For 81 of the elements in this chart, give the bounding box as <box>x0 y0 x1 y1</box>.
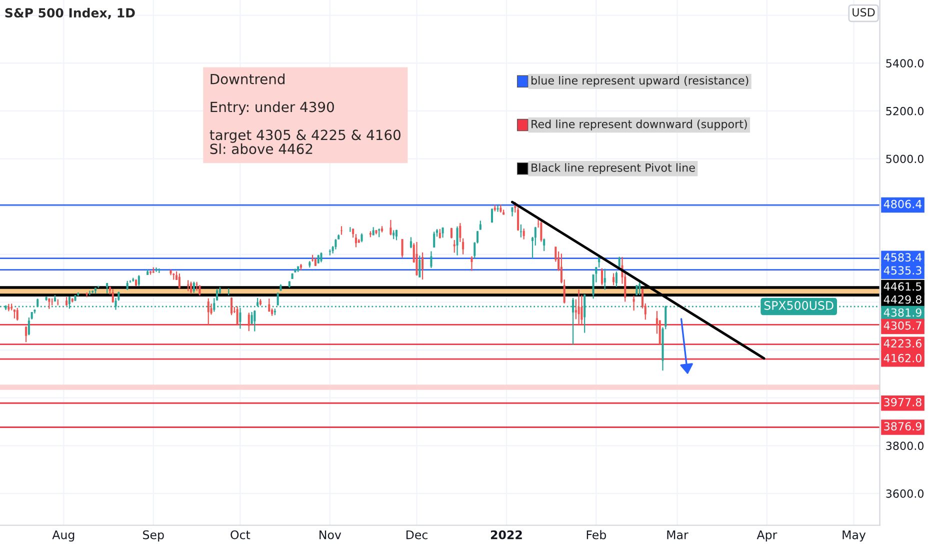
text: S&P 500 Index, 1D <box>5 8 135 20</box>
annotation: SPX500USD <box>764 301 834 310</box>
candlestick <box>459 222 462 242</box>
x-tick-label: Nov <box>320 530 342 540</box>
candlestick <box>192 281 195 294</box>
candlestick <box>543 238 546 252</box>
annotation: blue line represent upward (resistance) <box>532 76 748 87</box>
candlestick <box>604 268 606 290</box>
candlestick <box>236 306 238 326</box>
y-tick-label: 5400.0 <box>886 59 924 68</box>
candlestick <box>16 307 18 322</box>
candlestick <box>638 280 641 296</box>
y-tick-label: 5000.0 <box>886 154 924 164</box>
candlestick <box>456 226 458 256</box>
candlestick <box>25 326 28 343</box>
x-tick-label: Apr <box>756 530 778 542</box>
candlestick <box>479 220 482 230</box>
candlestick <box>470 256 473 272</box>
candlestick <box>248 312 250 332</box>
candlestick <box>574 298 577 320</box>
candlestick <box>433 231 436 248</box>
candlestick <box>268 298 270 312</box>
candlestick <box>320 252 322 263</box>
candlestick <box>496 204 499 212</box>
candlestick <box>540 219 542 242</box>
y-tick-label: 5200.0 <box>886 106 924 116</box>
x-tick-label: 2022 <box>490 530 522 540</box>
candlestick <box>207 298 210 326</box>
ref-line-label: 4461.5 <box>884 282 922 291</box>
candlestick <box>178 272 180 290</box>
candlestick <box>112 288 114 304</box>
candlestick <box>462 238 464 255</box>
candlestick <box>334 238 337 250</box>
y-axis-title: USD <box>852 8 875 16</box>
candlestick <box>390 219 392 236</box>
ref-line-label: 3876.9 <box>884 422 922 430</box>
candlestick <box>198 284 201 296</box>
candlestick <box>578 288 580 326</box>
candlestick <box>612 272 615 286</box>
candlestick <box>401 238 404 258</box>
candlestick <box>522 228 525 240</box>
candlestick <box>592 274 594 300</box>
ref-line-label: 4305.7 <box>884 321 922 330</box>
text: Downtrend Entry: under 4390 target 4305 & 4225 & 4160 Sl: above 4462 <box>210 74 400 154</box>
y-tick-label: 3600.0 <box>886 489 924 498</box>
ref-line-label: 4223.6 <box>884 339 922 348</box>
ref-line-label: 4381.9 <box>884 308 922 317</box>
candlestick <box>138 274 140 286</box>
ref-line-label: 4429.8 <box>884 295 922 304</box>
candlestick <box>190 281 192 294</box>
ref-line-label: 4583.4 <box>884 253 922 262</box>
x-tick-label: Mar <box>667 530 688 540</box>
ref-line-label: 4535.3 <box>884 266 922 275</box>
candlestick <box>615 271 618 288</box>
candlestick <box>230 296 233 316</box>
candlestick <box>422 252 424 280</box>
x-tick-label: May <box>842 530 866 542</box>
ref-line-label: 4162.0 <box>884 354 922 362</box>
x-tick-label: Oct <box>230 530 250 540</box>
x-tick-label: Aug <box>52 530 74 542</box>
candlestick <box>106 282 108 294</box>
candlestick <box>155 266 158 272</box>
candlestick <box>438 228 441 239</box>
ref-line-label: 3977.8 <box>884 398 922 406</box>
candlestick <box>126 280 128 291</box>
candlestick <box>416 241 418 276</box>
candlestick <box>410 236 412 249</box>
annotation: Black line represent Pivot line <box>532 163 695 174</box>
candlestick <box>254 310 256 332</box>
x-tick-label: Dec <box>406 530 428 540</box>
candlestick <box>354 234 357 248</box>
y-tick-label: 3800.0 <box>886 442 924 450</box>
x-tick-label: Feb <box>586 530 606 540</box>
candlestick <box>632 295 635 312</box>
candlestick <box>430 250 432 269</box>
x-tick-label: Sep <box>143 530 164 542</box>
ref-line-label: 4806.4 <box>884 200 922 208</box>
candlestick <box>352 228 354 238</box>
candlestick <box>418 255 421 278</box>
candlestick <box>600 268 603 286</box>
annotation: Red line represent downward (support) <box>532 120 747 130</box>
